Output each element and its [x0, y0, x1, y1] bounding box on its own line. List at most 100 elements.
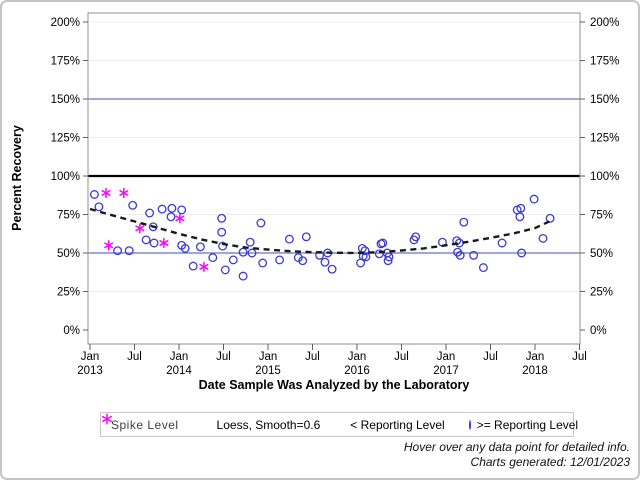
data-point-circle[interactable] — [356, 258, 366, 268]
y-tick-label-right: 25% — [590, 287, 613, 299]
data-point-circle[interactable] — [217, 213, 227, 223]
legend-label-below: < Reporting Level — [350, 417, 445, 432]
x-tick-label-month: Jan — [526, 351, 545, 363]
data-point-circle[interactable] — [497, 238, 507, 248]
data-point-circle[interactable] — [478, 263, 488, 273]
data-point-circle[interactable] — [113, 246, 123, 256]
data-point-circle[interactable] — [208, 253, 218, 263]
data-point-circle[interactable] — [124, 246, 134, 256]
data-point-circle[interactable] — [258, 258, 268, 268]
data-point-circle[interactable] — [228, 255, 238, 265]
x-tick-label-year: 2017 — [433, 365, 459, 377]
x-tick-label-year: 2013 — [77, 365, 103, 377]
asterisk-stroke — [159, 240, 169, 246]
data-point-circle[interactable] — [383, 256, 393, 266]
data-point-circle[interactable] — [238, 271, 248, 281]
data-point-circle[interactable] — [517, 248, 527, 258]
asterisk-stroke — [175, 215, 185, 222]
data-point-asterisk[interactable] — [101, 187, 111, 199]
data-point-circle[interactable] — [516, 203, 526, 213]
data-point-circle[interactable] — [256, 218, 266, 228]
data-point-circle[interactable] — [284, 234, 294, 244]
circle-marker-icon — [468, 419, 471, 430]
y-tick-label-right: 125% — [590, 133, 619, 145]
data-point-circle[interactable] — [238, 247, 248, 257]
x-tick-label-year: 2014 — [166, 365, 192, 377]
data-point-circle[interactable] — [148, 222, 158, 232]
data-point-circle[interactable] — [149, 238, 159, 248]
data-point-asterisk[interactable] — [135, 223, 145, 234]
data-point-circle[interactable] — [89, 190, 99, 199]
asterisk-stroke — [101, 189, 111, 196]
y-tick-label-left: 200% — [51, 17, 80, 29]
data-point-circle[interactable] — [141, 235, 151, 245]
y-tick-label-left: 25% — [57, 287, 80, 299]
y-tick-label-right: 150% — [590, 94, 619, 106]
x-tick-label-month: Jul — [483, 351, 498, 363]
data-point-circle[interactable] — [275, 255, 285, 265]
footnote-hover: Hover over any data point for detailed i… — [403, 440, 630, 454]
data-point-circle[interactable] — [469, 250, 479, 260]
y-axis-title: Percent Recovery — [10, 125, 24, 231]
data-point-circle[interactable] — [218, 241, 228, 251]
data-point-circle[interactable] — [245, 237, 255, 247]
x-tick-label-year: 2015 — [255, 365, 281, 377]
x-tick-label-month: Jul — [572, 351, 587, 363]
data-point-circle[interactable] — [455, 250, 465, 260]
footnotes: Hover over any data point for detailed i… — [404, 440, 630, 470]
data-point-circle[interactable] — [360, 246, 370, 256]
x-tick-label-month: Jan — [348, 351, 367, 363]
data-point-asterisk[interactable] — [119, 187, 129, 199]
legend-label-loess: Loess, Smooth=0.6 — [216, 417, 321, 432]
data-point-asterisk[interactable] — [199, 261, 209, 273]
data-point-circle[interactable] — [220, 265, 230, 275]
x-tick-label-month: Jul — [127, 351, 142, 363]
data-point-asterisk[interactable] — [175, 213, 185, 224]
data-point-circle[interactable] — [301, 232, 311, 242]
x-tick-label-month: Jan — [81, 351, 100, 363]
data-point-circle[interactable] — [188, 261, 198, 271]
data-point-circle[interactable] — [166, 212, 176, 222]
data-point-circle[interactable] — [529, 194, 539, 204]
data-point-circle[interactable] — [167, 203, 177, 213]
data-point-circle[interactable] — [538, 233, 548, 243]
y-tick-label-left: 175% — [51, 56, 80, 68]
y-tick-label-left: 150% — [51, 94, 80, 106]
data-point-circle[interactable] — [327, 264, 337, 274]
data-point-circle[interactable] — [145, 208, 155, 218]
legend-title: Spike Level — [111, 417, 179, 432]
x-tick-label-month: Jul — [394, 351, 409, 363]
y-tick-label-right: 50% — [590, 248, 613, 260]
data-point-circle[interactable] — [94, 202, 104, 212]
recovery-scatter-chart: 0% 0% 25% 25% 50% 50% 75% 75% 100% 100% 125% 125% 15… — [10, 12, 619, 392]
data-point-circle[interactable] — [247, 248, 257, 258]
data-point-circle[interactable] — [378, 238, 388, 248]
x-tick-label-year: 2016 — [344, 365, 370, 377]
asterisk-stroke — [104, 242, 114, 249]
data-point-circle[interactable] — [545, 213, 555, 223]
data-point-circle[interactable] — [320, 257, 330, 267]
data-point-circle[interactable] — [293, 253, 303, 263]
data-point-asterisk[interactable] — [104, 240, 114, 251]
data-point-circle[interactable] — [195, 242, 205, 252]
data-point-circle[interactable] — [180, 243, 190, 253]
data-point-asterisk[interactable] — [159, 237, 169, 249]
data-point-circle[interactable] — [157, 204, 167, 214]
data-point-circle[interactable] — [384, 252, 394, 262]
data-point-circle[interactable] — [177, 205, 187, 215]
data-point-circle[interactable] — [128, 200, 138, 210]
data-point-circle[interactable] — [459, 217, 469, 227]
y-tick-label-right: 200% — [590, 17, 619, 29]
legend: Spike Level Loess, Smooth=0.6 < Reportin… — [100, 412, 578, 437]
data-point-circle[interactable] — [515, 212, 525, 222]
y-tick-label-left: 75% — [57, 210, 80, 222]
data-point-circle[interactable] — [361, 252, 371, 262]
y-tick-label-left: 0% — [63, 325, 80, 337]
asterisk-stroke — [199, 263, 209, 270]
data-point-circle[interactable] — [217, 227, 227, 237]
y-tick-label-left: 125% — [51, 133, 80, 145]
x-tick-label-month: Jan — [259, 351, 278, 363]
data-point-circle[interactable] — [298, 256, 308, 266]
data-point-circle[interactable] — [411, 232, 421, 242]
